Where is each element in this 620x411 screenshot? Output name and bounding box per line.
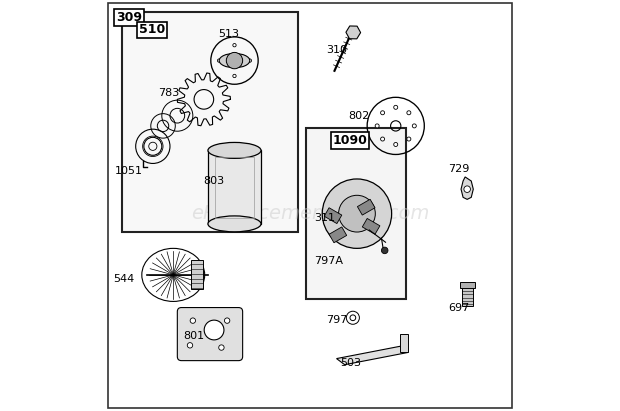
Circle shape bbox=[375, 124, 379, 128]
Text: 1090: 1090 bbox=[332, 134, 367, 147]
Bar bbox=[306, 128, 406, 299]
Circle shape bbox=[233, 74, 236, 78]
Circle shape bbox=[218, 59, 221, 62]
Bar bbox=[329, 227, 347, 243]
Circle shape bbox=[394, 143, 397, 146]
Bar bbox=[462, 287, 473, 305]
Circle shape bbox=[407, 111, 411, 115]
Text: 309: 309 bbox=[116, 11, 142, 24]
Circle shape bbox=[187, 343, 193, 348]
Circle shape bbox=[233, 44, 236, 47]
Circle shape bbox=[394, 105, 397, 109]
Ellipse shape bbox=[208, 216, 261, 232]
Bar bbox=[324, 208, 342, 224]
Text: 729: 729 bbox=[448, 164, 470, 174]
Bar bbox=[122, 12, 298, 232]
Circle shape bbox=[226, 53, 242, 69]
Circle shape bbox=[224, 318, 230, 323]
Text: 797A: 797A bbox=[314, 256, 343, 266]
Circle shape bbox=[407, 137, 411, 141]
Text: 803: 803 bbox=[203, 176, 224, 186]
Circle shape bbox=[464, 186, 471, 192]
Ellipse shape bbox=[208, 143, 261, 158]
Circle shape bbox=[190, 318, 195, 323]
Text: 797: 797 bbox=[326, 315, 347, 325]
Text: 310: 310 bbox=[326, 45, 347, 55]
Bar bbox=[460, 282, 476, 289]
Bar bbox=[215, 157, 254, 218]
Text: 510: 510 bbox=[138, 23, 165, 37]
Circle shape bbox=[381, 111, 384, 115]
Circle shape bbox=[219, 345, 224, 350]
Bar bbox=[357, 199, 375, 215]
Ellipse shape bbox=[219, 53, 250, 68]
Bar bbox=[362, 219, 380, 234]
Text: 503: 503 bbox=[340, 358, 361, 368]
Text: 311: 311 bbox=[314, 213, 335, 223]
Text: eReplacementParts.com: eReplacementParts.com bbox=[191, 204, 429, 223]
Polygon shape bbox=[337, 346, 408, 365]
Bar bbox=[208, 150, 261, 224]
Circle shape bbox=[248, 59, 252, 62]
Text: 544: 544 bbox=[113, 274, 135, 284]
Circle shape bbox=[204, 320, 224, 340]
Text: 513: 513 bbox=[218, 29, 239, 39]
Circle shape bbox=[381, 137, 384, 141]
Polygon shape bbox=[461, 177, 473, 199]
Text: 697: 697 bbox=[448, 302, 469, 312]
Text: 1051: 1051 bbox=[114, 166, 143, 176]
Text: 783: 783 bbox=[159, 88, 180, 98]
Text: 801: 801 bbox=[183, 331, 204, 341]
Circle shape bbox=[322, 179, 392, 248]
Bar bbox=[400, 334, 408, 353]
Bar bbox=[191, 260, 203, 289]
FancyBboxPatch shape bbox=[177, 307, 242, 360]
Text: 802: 802 bbox=[348, 111, 370, 121]
Circle shape bbox=[381, 247, 388, 254]
Circle shape bbox=[339, 195, 375, 232]
Circle shape bbox=[412, 124, 416, 128]
